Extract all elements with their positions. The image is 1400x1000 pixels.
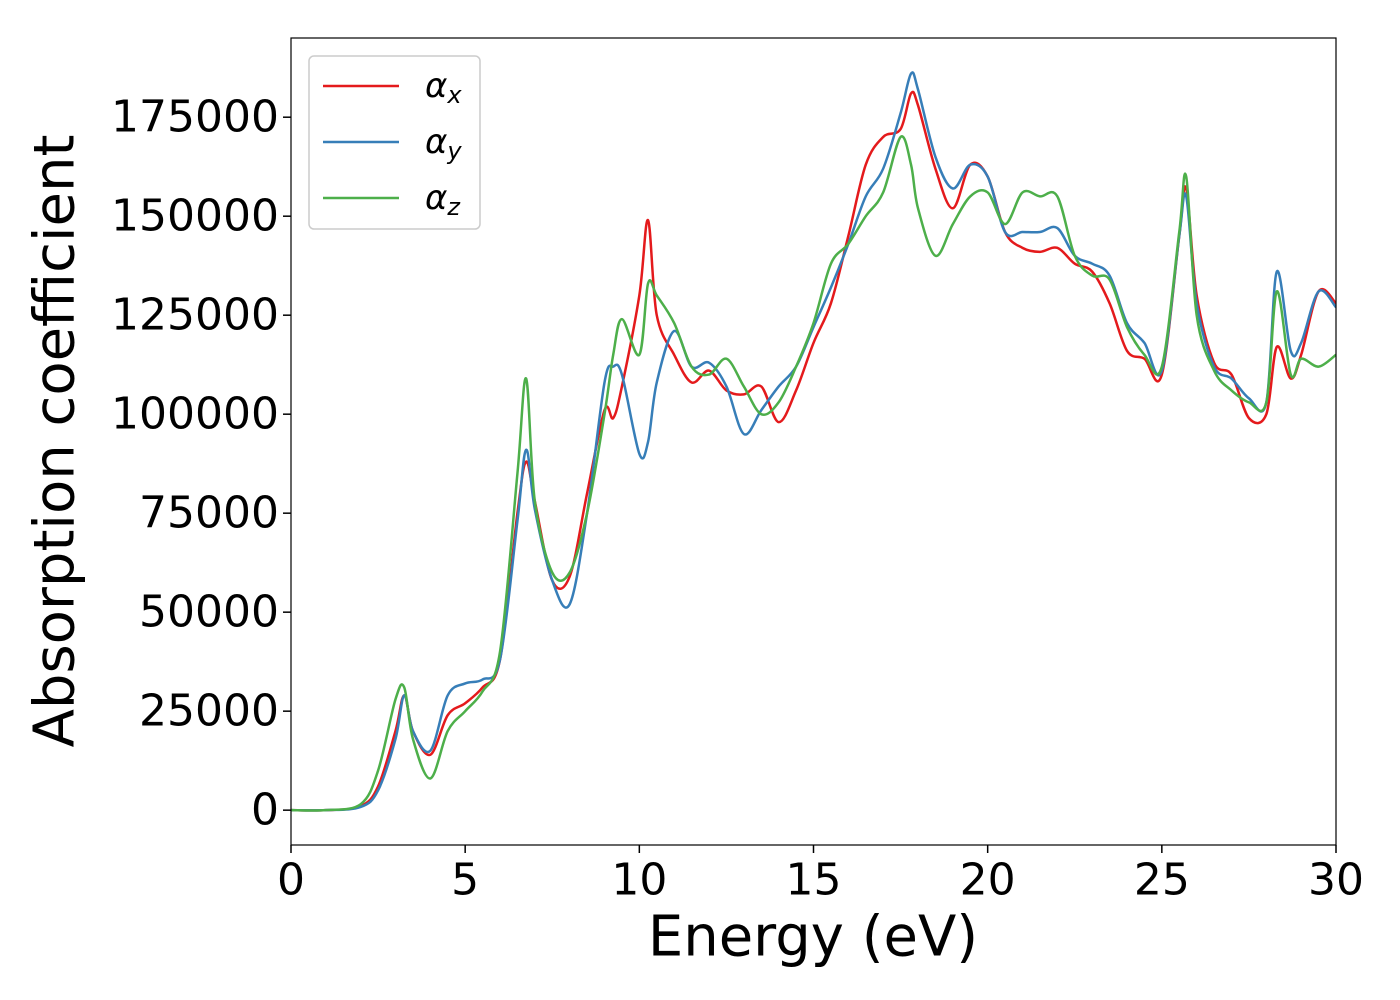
y-tick-label: 175000 [111,92,279,143]
y-tick-label: 25000 [139,686,279,737]
line-series [291,71,1336,812]
y-tick-label: 75000 [139,488,279,539]
x-axis-label: Energy (eV) [648,905,978,970]
plot-lines [291,71,1336,812]
x-tick-label: 10 [611,855,667,906]
y-tick-label: 150000 [111,191,279,242]
x-tick-label: 15 [786,855,842,906]
x-tick-label: 25 [1134,855,1190,906]
legend-label: αz [425,178,461,221]
legend-label: αx [425,66,462,109]
y-tick-label: 0 [251,785,279,836]
x-tick-label: 30 [1308,855,1364,906]
y-tick-label: 50000 [139,587,279,638]
x-tick-label: 0 [277,855,305,906]
line-series [291,135,1336,812]
y-tick-label: 100000 [111,389,279,440]
x-tick-label: 5 [451,855,479,906]
y-tick-label: 125000 [111,290,279,341]
plot-frame [290,37,1337,846]
legend-label: αy [425,122,462,165]
x-tick-label: 20 [960,855,1016,906]
y-axis-label: Absorption coefficient [23,135,88,748]
